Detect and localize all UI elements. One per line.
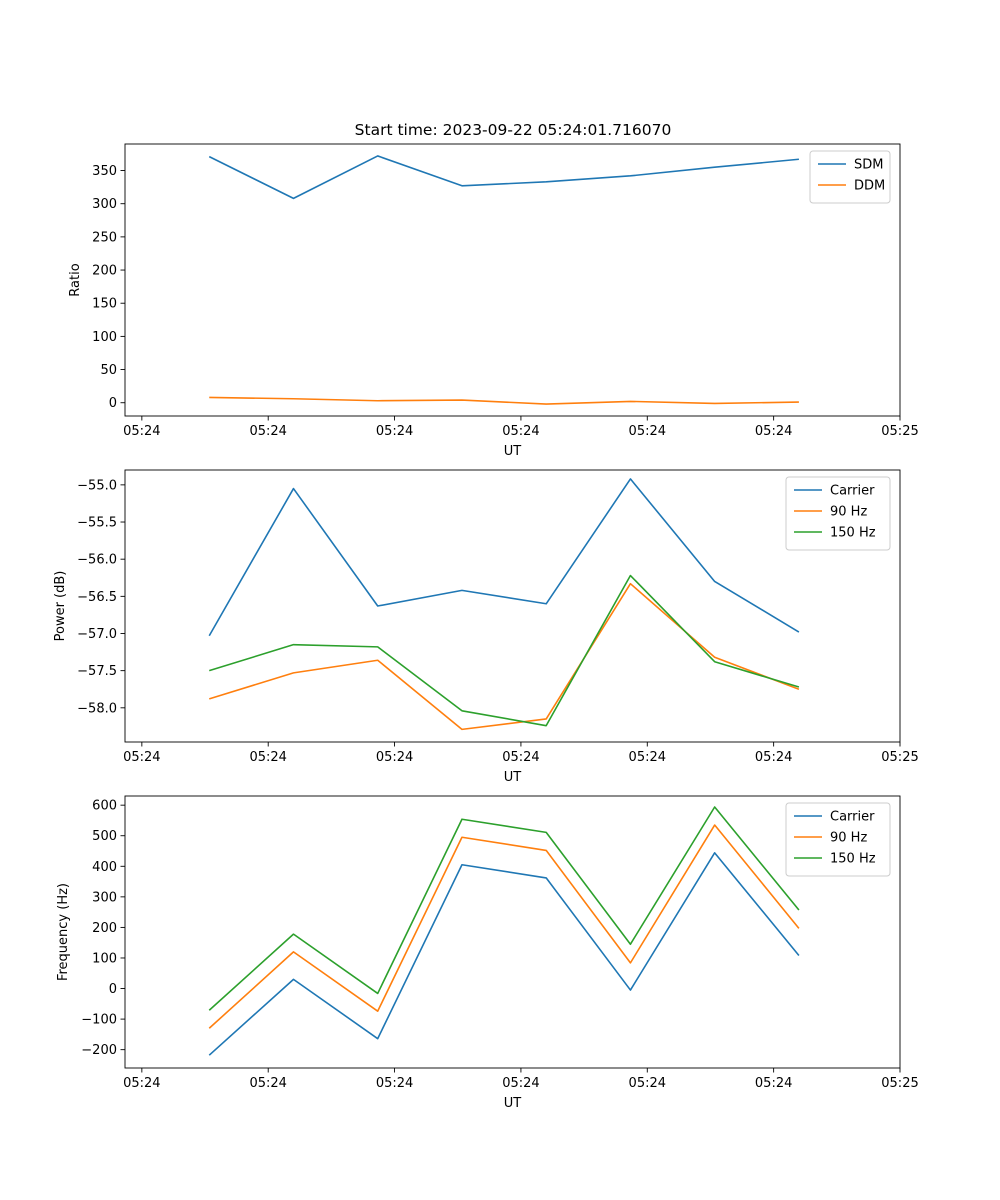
legend: Carrier 90 Hz 150 Hz	[785, 476, 891, 551]
x-tick-label: 05:24	[755, 1076, 792, 1091]
y-tick-label: 300	[92, 197, 117, 212]
series-line-90-hz	[208, 824, 800, 1029]
y-tick-label: 250	[92, 230, 117, 245]
y-tick-label: −57.5	[77, 664, 117, 679]
y-tick-label: −200	[81, 1043, 117, 1058]
x-tick-label: 05:24	[629, 750, 666, 765]
legend: SDM DDM	[809, 150, 891, 204]
axes-frame	[124, 143, 901, 417]
legend-label: 150 Hz	[830, 852, 876, 867]
x-tick-label: 05:24	[502, 424, 539, 439]
x-axis-label: UT	[504, 444, 522, 459]
series-line-ddm	[209, 396, 799, 405]
y-axis-label: Power (dB)	[53, 571, 68, 642]
y-tick-label: −55.0	[77, 478, 117, 493]
series-line-90-hz	[209, 582, 800, 731]
axes-frame	[124, 469, 901, 743]
panel-frequency: 05:24 05:24 05:24 05:24 05:24 05:24 05:25 −200 −…	[56, 795, 919, 1111]
legend-label: 90 Hz	[830, 505, 867, 520]
x-tick-label: 05:24	[376, 424, 413, 439]
legend-label: SDM	[854, 158, 883, 173]
x-tick-label: 05:24	[249, 750, 286, 765]
series-line-150-hz	[208, 806, 800, 1011]
panel-power: 05:24 05:24 05:24 05:24 05:24 05:24 05:25 −58.0…	[53, 469, 919, 785]
y-tick-label: 150	[92, 297, 117, 312]
series-line-sdm	[208, 155, 799, 200]
axes-frame	[124, 795, 901, 1069]
x-tick-label: 05:24	[755, 750, 792, 765]
panel-ratio: 05:24 05:24 05:24 05:24 05:24 05:24 05:25 0 50 10…	[68, 143, 919, 459]
y-tick-label: 50	[100, 363, 117, 378]
x-axis-label: UT	[504, 770, 522, 785]
y-tick-label: 600	[92, 799, 117, 814]
x-tick-label: 05:24	[249, 424, 286, 439]
y-tick-label: 350	[92, 164, 117, 179]
y-tick-label: 100	[92, 330, 117, 345]
legend-label: 90 Hz	[830, 831, 867, 846]
legend-label: DDM	[854, 179, 885, 194]
legend-label: Carrier	[830, 484, 875, 499]
x-tick-label: 05:24	[123, 1076, 160, 1091]
y-tick-label: −100	[81, 1013, 117, 1028]
series-line-carrier	[208, 852, 800, 1056]
y-tick-label: 0	[109, 982, 117, 997]
y-tick-label: 100	[92, 951, 117, 966]
legend: Carrier 90 Hz 150 Hz	[785, 802, 891, 877]
x-tick-label: 05:24	[629, 424, 666, 439]
y-axis-label: Frequency (Hz)	[56, 883, 71, 981]
x-axis-label: UT	[504, 1096, 522, 1111]
x-tick-label: 05:24	[755, 424, 792, 439]
x-tick-label: 05:25	[881, 424, 918, 439]
x-tick-label: 05:25	[881, 750, 918, 765]
y-tick-label: −58.0	[77, 701, 117, 716]
y-axis-label: Ratio	[68, 263, 83, 296]
y-tick-label: 0	[109, 396, 117, 411]
x-tick-label: 05:24	[629, 1076, 666, 1091]
y-tick-label: −55.5	[77, 516, 117, 531]
y-tick-label: 400	[92, 860, 117, 875]
x-tick-label: 05:24	[502, 1076, 539, 1091]
x-tick-label: 05:25	[881, 1076, 918, 1091]
y-tick-label: 300	[92, 890, 117, 905]
x-tick-label: 05:24	[502, 750, 539, 765]
y-tick-label: −57.0	[77, 627, 117, 642]
y-tick-label: −56.0	[77, 553, 117, 568]
series-line-carrier	[208, 478, 800, 637]
y-tick-label: 200	[92, 264, 117, 279]
x-tick-label: 05:24	[376, 750, 413, 765]
y-tick-label: −56.5	[77, 590, 117, 605]
x-tick-label: 05:24	[249, 1076, 286, 1091]
figure-title: Start time: 2023-09-22 05:24:01.716070	[355, 121, 672, 139]
legend-label: 150 Hz	[830, 526, 876, 541]
x-tick-label: 05:24	[123, 750, 160, 765]
y-tick-label: 500	[92, 829, 117, 844]
x-tick-label: 05:24	[376, 1076, 413, 1091]
series-line-150-hz	[209, 574, 800, 727]
x-tick-label: 05:24	[123, 424, 160, 439]
legend-label: Carrier	[830, 810, 875, 825]
y-tick-label: 200	[92, 921, 117, 936]
